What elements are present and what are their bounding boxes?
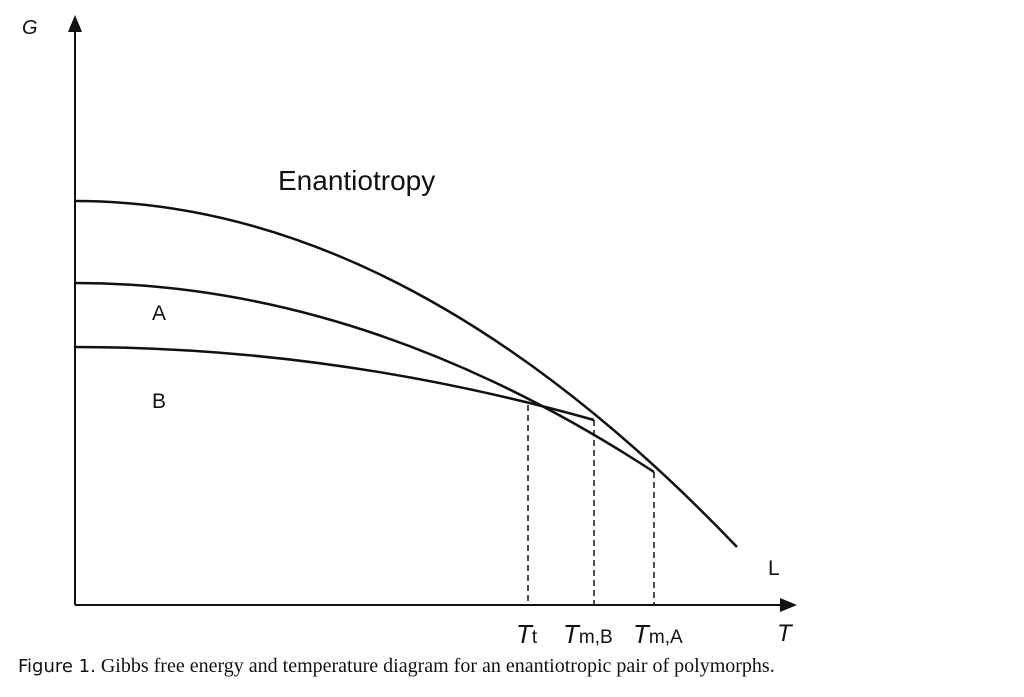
figure-caption: Figure 1. Gibbs free energy and temperat… <box>18 655 775 678</box>
marker-tmb-main: T <box>563 619 581 649</box>
y-axis-label: G <box>22 17 38 39</box>
marker-tma: Tm,A <box>633 619 683 649</box>
curve-b <box>74 345 595 422</box>
curve-l <box>74 199 738 548</box>
marker-tt: Tt <box>516 619 538 649</box>
curve-a <box>74 281 655 474</box>
y-axis-arrow <box>68 15 82 32</box>
marker-tmb: Tm,B <box>563 619 613 649</box>
marker-tmb-sub: m,B <box>579 627 613 648</box>
x-axis-label: T <box>777 620 794 647</box>
caption-number: Figure 1. <box>18 656 96 677</box>
curve-b-label: B <box>152 390 166 413</box>
marker-tt-main: T <box>516 619 534 649</box>
marker-tt-sub: t <box>532 627 538 648</box>
x-axis-arrow <box>780 598 797 612</box>
caption-text: Gibbs free energy and temperature diagra… <box>95 655 775 677</box>
curve-l-label: L <box>768 557 780 580</box>
curve-a-label: A <box>152 302 166 325</box>
diagram-title: Enantiotropy <box>278 165 435 196</box>
marker-tma-main: T <box>633 619 651 649</box>
marker-tma-sub: m,A <box>649 627 683 648</box>
